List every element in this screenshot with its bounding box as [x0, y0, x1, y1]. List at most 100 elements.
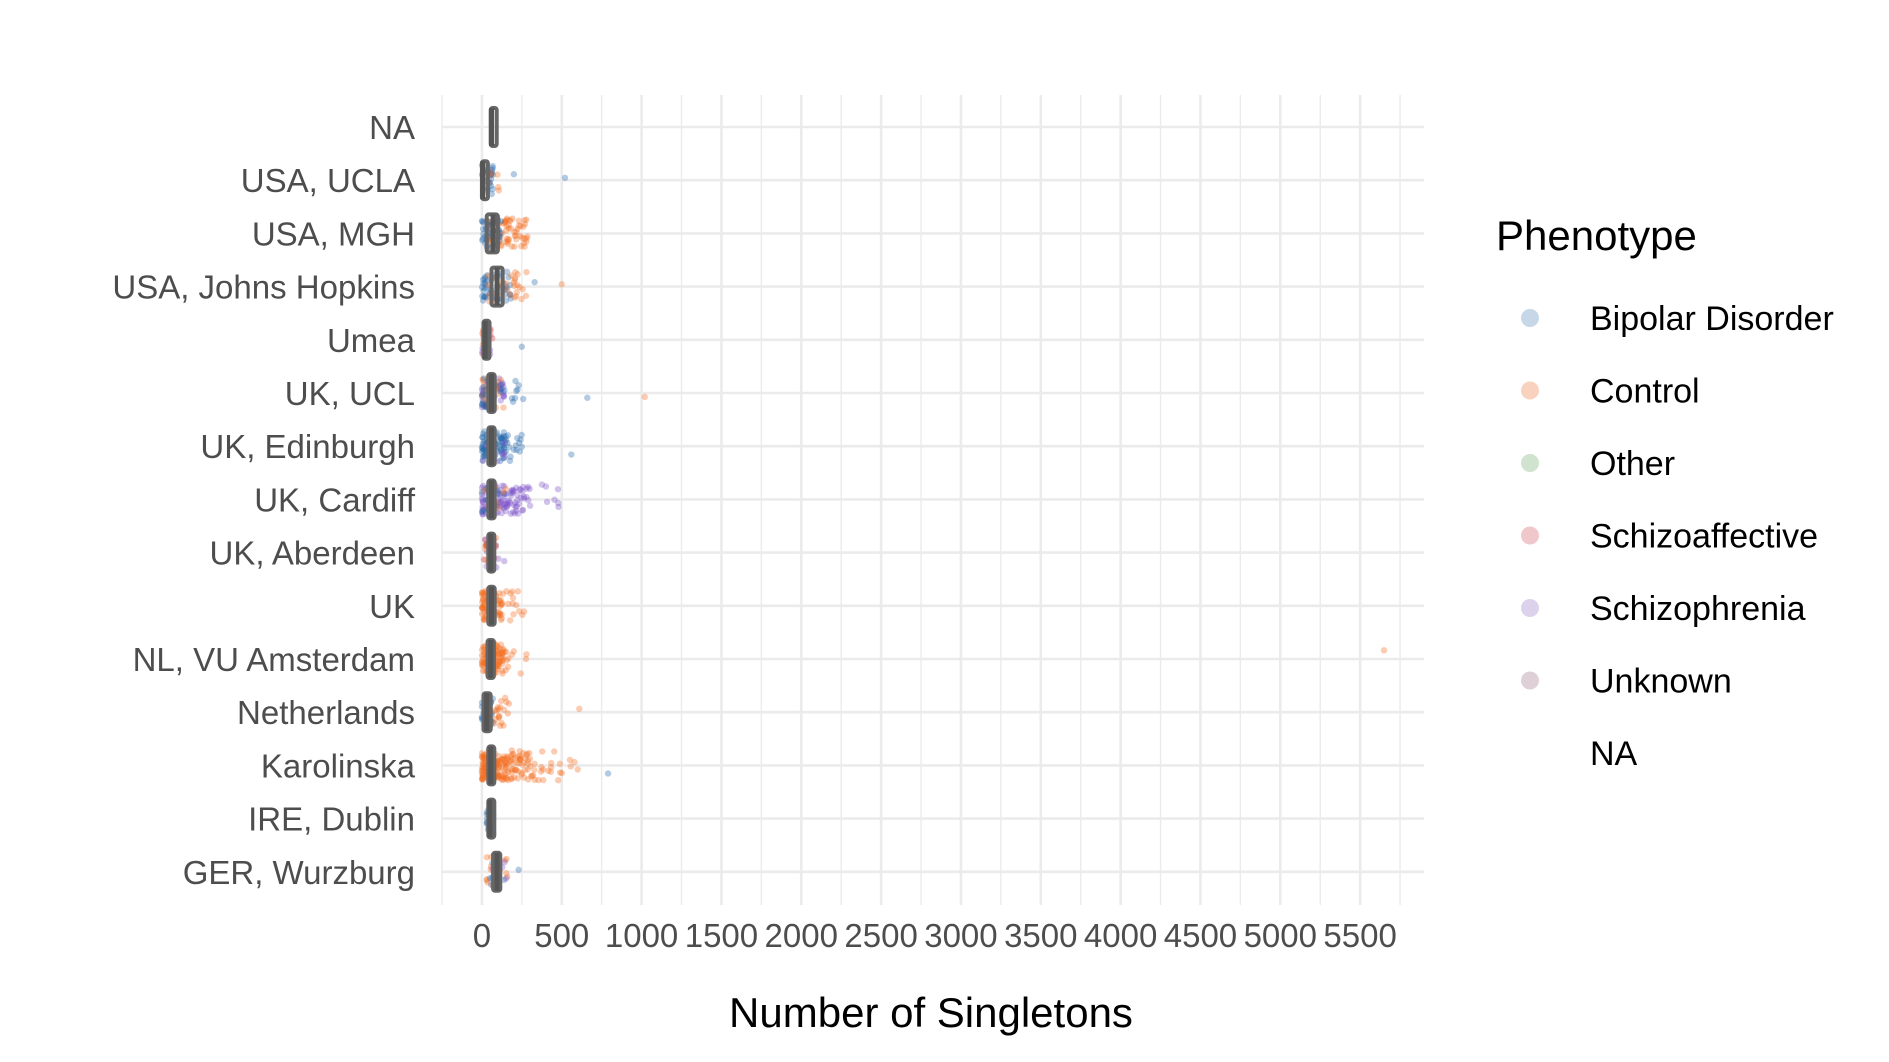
data-point	[497, 376, 505, 384]
data-point	[524, 776, 532, 783]
data-point	[482, 281, 489, 288]
data-point	[498, 509, 505, 517]
data-point	[501, 858, 508, 866]
data-point	[479, 775, 486, 783]
data-point	[482, 292, 489, 300]
data-point	[489, 164, 496, 172]
data-point	[479, 506, 486, 513]
data-point	[481, 600, 488, 607]
data-point	[479, 400, 486, 408]
data-point	[510, 446, 518, 453]
data-point	[511, 755, 519, 762]
data-point	[538, 748, 546, 755]
data-point	[516, 747, 523, 755]
legend-label: Schizoaffective	[1590, 518, 1818, 556]
data-point	[520, 483, 527, 491]
data-point	[495, 612, 502, 619]
data-point	[566, 756, 574, 764]
data-point	[498, 442, 506, 449]
data-point	[496, 598, 504, 605]
data-point	[506, 290, 514, 298]
data-point	[499, 442, 507, 450]
data-point	[518, 243, 525, 250]
data-point	[478, 652, 486, 659]
data-point	[502, 438, 509, 446]
data-point	[500, 435, 507, 442]
data-point	[478, 508, 486, 515]
data-point	[479, 754, 486, 761]
x-tick-label: 3500	[1004, 917, 1077, 954]
data-point	[512, 232, 519, 239]
data-point	[480, 453, 487, 460]
data-point	[504, 240, 511, 247]
data-point	[498, 498, 505, 506]
data-point	[480, 387, 488, 394]
data-point	[478, 284, 486, 291]
data-point	[491, 707, 499, 714]
data-point	[479, 434, 486, 441]
data-point	[507, 291, 514, 299]
data-point	[523, 493, 530, 501]
data-point	[479, 775, 487, 783]
y-tick-label: Umea	[327, 322, 416, 359]
data-point	[503, 215, 511, 222]
data-point	[515, 217, 523, 225]
data-point	[496, 757, 503, 764]
data-point	[505, 700, 513, 707]
data-point	[523, 268, 530, 276]
data-point	[509, 760, 517, 768]
data-point	[542, 483, 550, 490]
data-point	[528, 772, 536, 779]
data-point	[517, 222, 524, 230]
data-point	[500, 429, 508, 436]
data-point	[523, 651, 530, 658]
data-point	[478, 392, 486, 400]
data-point	[502, 238, 510, 246]
data-point	[497, 503, 504, 510]
outlier-point	[576, 705, 583, 713]
data-point	[515, 439, 523, 447]
data-point	[538, 481, 546, 488]
data-point	[513, 387, 520, 395]
data-point	[499, 482, 506, 489]
data-point	[495, 753, 503, 760]
data-point	[497, 616, 505, 624]
data-point	[479, 235, 487, 242]
data-point	[478, 662, 486, 669]
data-point	[480, 482, 487, 490]
data-point	[479, 297, 487, 304]
data-point	[501, 493, 508, 500]
data-point	[513, 766, 520, 774]
x-tick-label: 0	[473, 917, 491, 954]
data-point	[511, 282, 518, 290]
data-point	[508, 651, 516, 658]
data-point	[500, 706, 508, 713]
data-point	[554, 485, 562, 493]
data-point	[522, 292, 530, 299]
data-point	[519, 611, 526, 619]
data-point	[508, 752, 515, 759]
data-point	[498, 772, 505, 779]
data-point	[511, 499, 519, 507]
data-point	[479, 591, 486, 598]
data-point	[501, 439, 508, 447]
data-point	[507, 758, 514, 765]
data-point	[496, 385, 503, 392]
data-point	[478, 774, 486, 782]
data-point	[479, 605, 486, 612]
data-point	[510, 501, 517, 509]
data-point	[480, 590, 487, 598]
data-point	[509, 486, 516, 494]
legend-key	[1521, 671, 1539, 690]
data-point	[558, 769, 565, 777]
data-point	[480, 452, 487, 459]
data-point	[513, 446, 520, 454]
data-point	[478, 604, 486, 611]
data-point	[479, 237, 486, 244]
data-point	[498, 651, 506, 659]
data-point	[525, 496, 532, 504]
data-point	[508, 272, 515, 279]
data-point	[497, 650, 505, 657]
data-point	[497, 397, 505, 404]
data-point	[503, 283, 510, 291]
